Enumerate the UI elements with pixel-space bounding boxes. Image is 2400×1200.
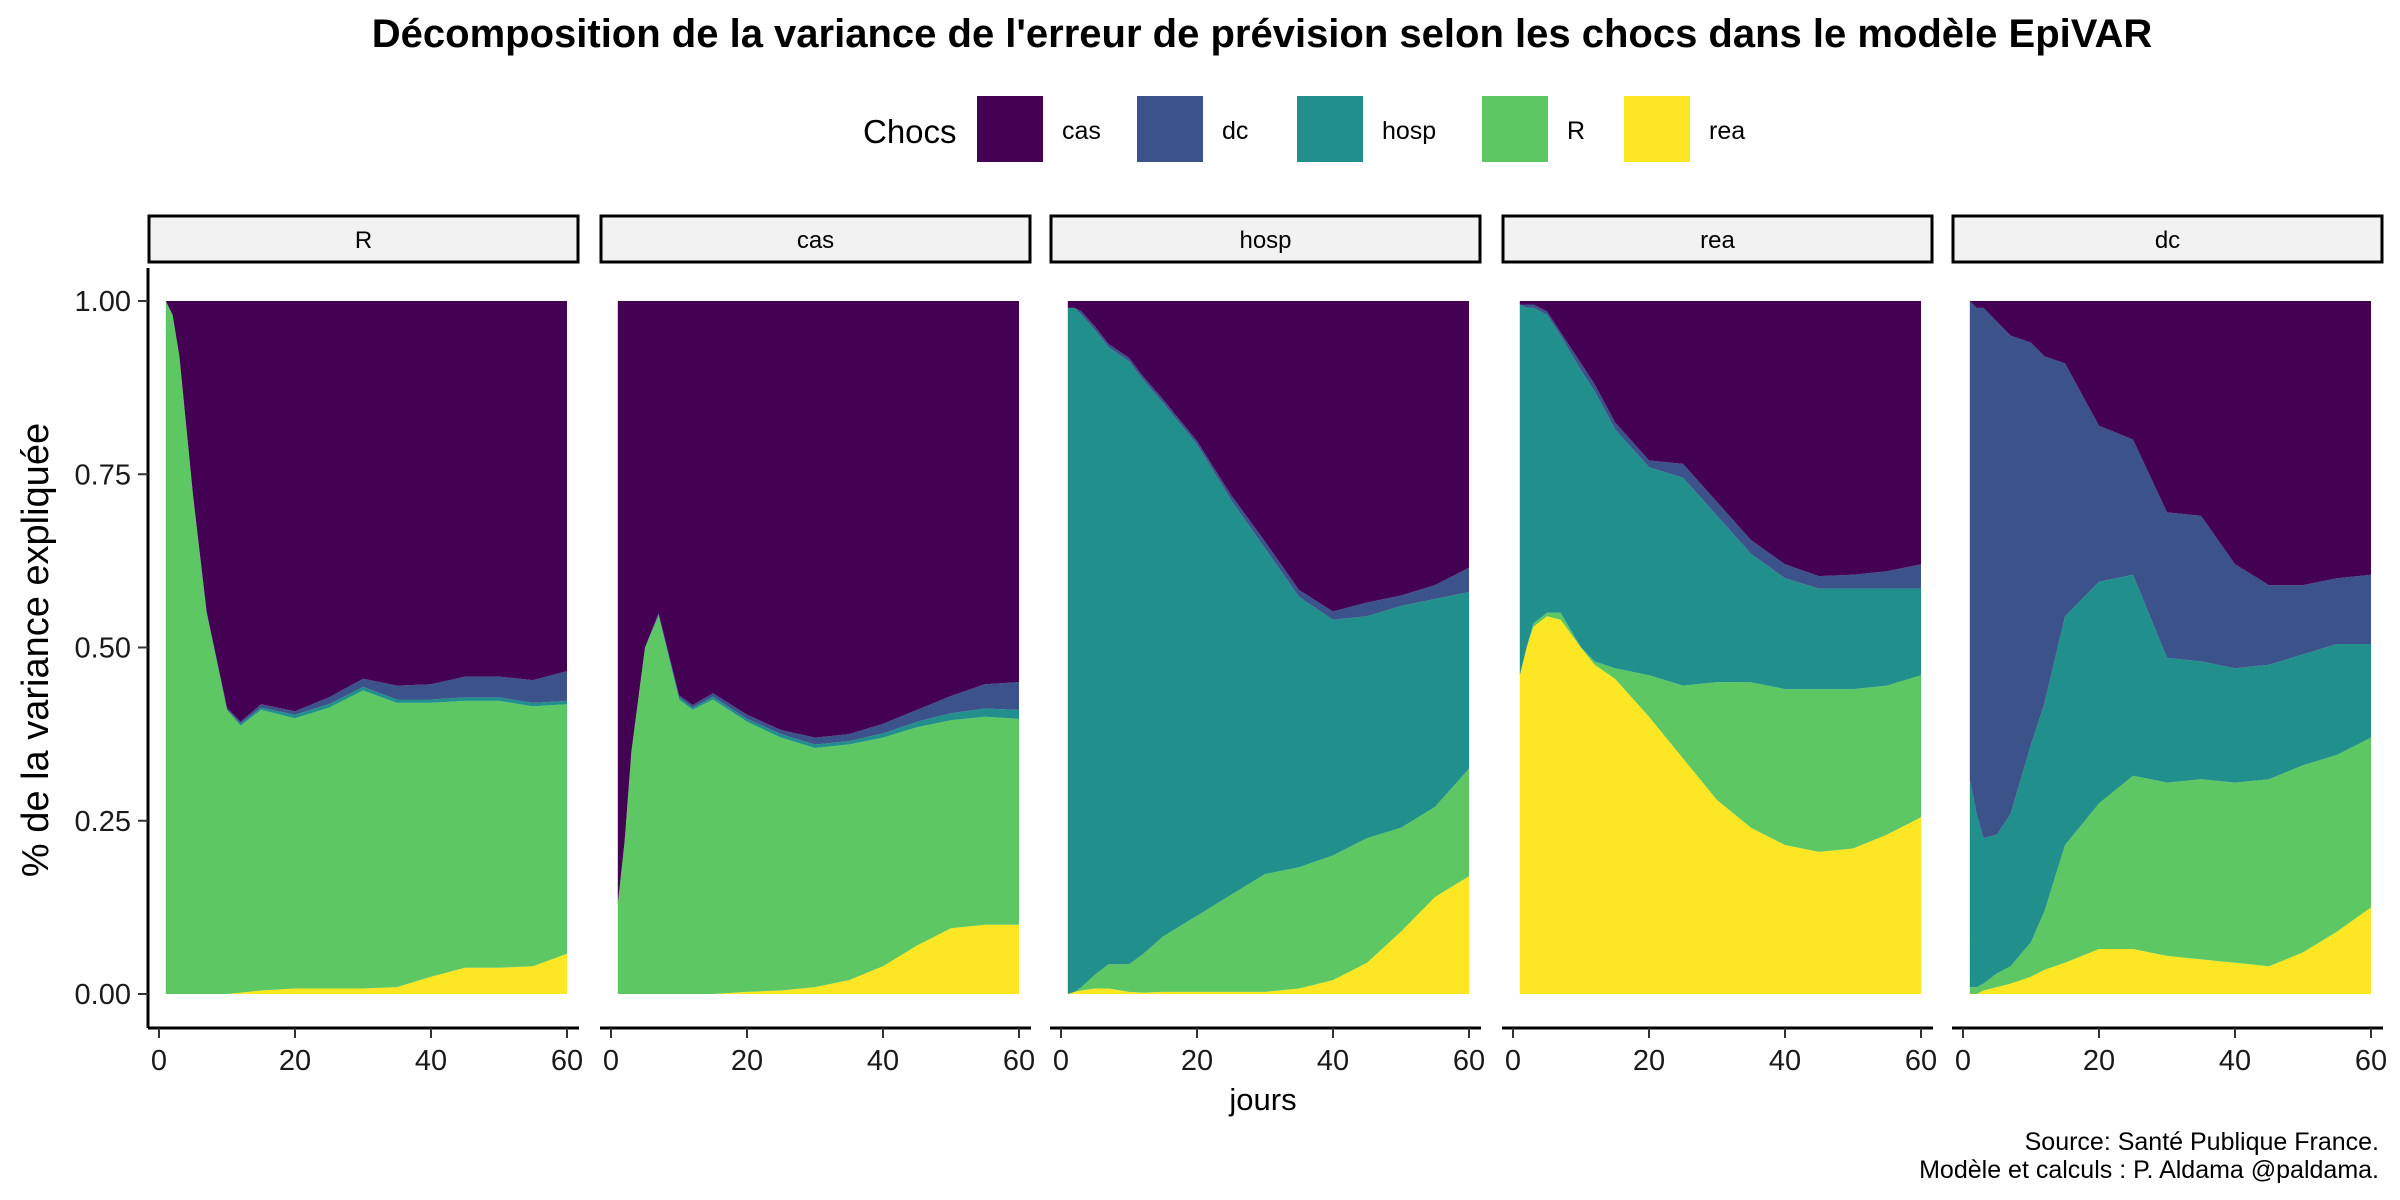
area-dc-rea: [1519, 304, 1921, 589]
area-R-dc: [1969, 737, 2371, 994]
x-tick-label: 40: [1317, 1045, 1349, 1077]
x-tick-label: 40: [867, 1045, 899, 1077]
y-tick-label: 1.00: [75, 286, 131, 318]
panel-strip-label: rea: [1700, 227, 1735, 254]
y-axis-label: % de la variance expliquée: [15, 423, 57, 877]
x-tick-label: 60: [1453, 1045, 1485, 1077]
panel-strip-label: cas: [797, 227, 834, 254]
legend-swatch-R: [1482, 96, 1548, 162]
area-rea-hosp: [1067, 876, 1469, 994]
legend-label-cas: cas: [1062, 117, 1101, 145]
panel-strip: [147, 214, 580, 264]
x-tick-label: 20: [1633, 1045, 1665, 1077]
panel-strip-label: dc: [2155, 227, 2180, 254]
x-tick-label: 20: [2083, 1045, 2115, 1077]
x-tick-label: 0: [1505, 1045, 1521, 1077]
area-hosp-rea: [1519, 304, 1921, 690]
panel-strip: [1951, 214, 2384, 264]
legend-label-dc: dc: [1222, 117, 1248, 145]
x-tick-label: 60: [1003, 1045, 1035, 1077]
panel-rea: rea 0 20 40 60: [1501, 214, 1937, 1077]
x-axis-label: jours: [1228, 1082, 1296, 1117]
area-dc-dc: [1969, 301, 2371, 839]
panel-strip: [1501, 214, 1934, 264]
legend-label-hosp: hosp: [1382, 117, 1436, 145]
x-tick-label: 20: [279, 1045, 311, 1077]
area-cas-dc: [1969, 301, 2371, 586]
legend-label-rea: rea: [1709, 117, 1745, 145]
x-tick-label: 40: [2219, 1045, 2251, 1077]
source-note-line2: Modèle et calculs : P. Aldama @paldama.: [1919, 1156, 2379, 1184]
y-tick-label: 0.00: [75, 979, 131, 1011]
area-R-cas: [617, 616, 1019, 994]
area-rea-R: [165, 953, 568, 994]
panel-dc: dc 0 20 40 60: [1951, 214, 2387, 1077]
panel-strip-label: R: [355, 227, 372, 254]
area-dc-hosp: [1067, 307, 1469, 620]
source-note-line1: Source: Santé Publique France.: [2025, 1128, 2379, 1156]
area-R-R: [165, 301, 568, 994]
area-R-hosp: [1067, 768, 1469, 994]
legend-title: Chocs: [863, 113, 957, 150]
x-tick-label: 60: [2355, 1045, 2387, 1077]
x-tick-label: 40: [1769, 1045, 1801, 1077]
chart-title: Décomposition de la variance de l'erreur…: [372, 12, 2153, 56]
panel-hosp: hosp 0 20 40 60: [1049, 214, 1485, 1077]
area-cas-cas: [617, 301, 1019, 904]
area-rea-dc: [1969, 907, 2371, 994]
x-tick-label: 40: [415, 1045, 447, 1077]
area-dc-R: [165, 301, 568, 724]
panel-strip-label: hosp: [1239, 227, 1291, 254]
y-tick-label: 0.25: [75, 806, 131, 838]
x-tick-label: 0: [1955, 1045, 1971, 1077]
area-rea-cas: [617, 924, 1019, 994]
x-tick-label: 0: [1053, 1045, 1069, 1077]
x-tick-label: 20: [731, 1045, 763, 1077]
x-tick-label: 60: [551, 1045, 583, 1077]
area-rea-rea: [1519, 616, 1921, 994]
x-tick-label: 60: [1905, 1045, 1937, 1077]
x-tick-label: 20: [1181, 1045, 1213, 1077]
area-cas-R: [165, 301, 568, 722]
area-hosp-hosp: [1067, 307, 1469, 994]
legend-swatch-hosp: [1297, 96, 1363, 162]
y-tick-label: 0.50: [75, 633, 131, 665]
legend-swatch-rea: [1624, 96, 1690, 162]
legend-swatch-cas: [977, 96, 1043, 162]
panel-cas: cas 0 20 40 60: [599, 214, 1035, 1077]
area-R-rea: [1519, 612, 1921, 852]
area-hosp-dc: [1969, 574, 2371, 988]
legend-swatch-dc: [1137, 96, 1203, 162]
panel-strip: [599, 214, 1032, 264]
y-axis: 0.00 0.25 0.50 0.75 1.00: [75, 268, 150, 1028]
x-tick-label: 0: [603, 1045, 619, 1077]
y-tick-label: 0.75: [75, 459, 131, 491]
legend-label-R: R: [1567, 117, 1585, 145]
area-cas-hosp: [1067, 301, 1469, 612]
x-tick-label: 0: [151, 1045, 167, 1077]
panel-strip: [1049, 214, 1482, 264]
area-cas-rea: [1519, 301, 1921, 577]
panel-R: R 0 20 40 60: [147, 214, 583, 1077]
